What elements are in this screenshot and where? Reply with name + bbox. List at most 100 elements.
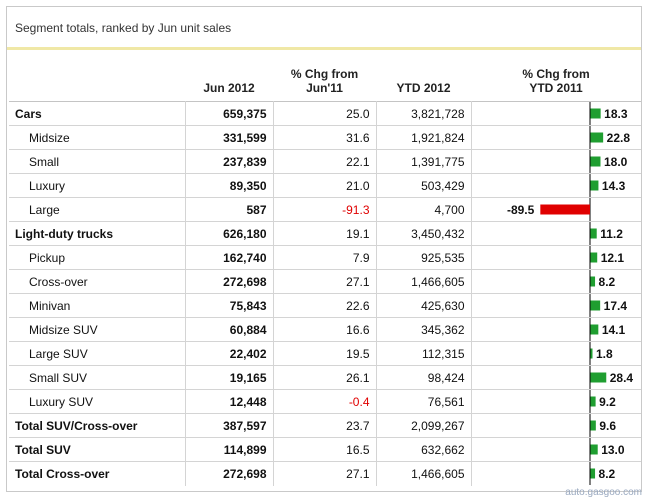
- ytd-chg-value-label: 11.2: [600, 227, 623, 241]
- table-row: Pickup 162,740 7.9 925,535 12.1: [9, 245, 641, 270]
- ytd-chg-bar-chart: 17.4: [589, 294, 627, 317]
- ytd-chg-value-label: 14.1: [601, 323, 625, 337]
- table-row: Light-duty trucks 626,180 19.1 3,450,432 11.…: [9, 221, 641, 246]
- table-row: Large 587 -91.3 4,700 -89.5: [9, 197, 641, 222]
- table-row: Large SUV 22,402 19.5 112,315 1.8: [9, 341, 641, 366]
- ytd-chg-bar: [590, 276, 595, 287]
- table-row: Cars 659,375 25.0 3,821,728 18.3: [9, 101, 641, 126]
- ytd-chg-bar: [590, 444, 598, 455]
- ytd-chg-value-label: 8.2: [598, 467, 615, 481]
- pct-chg-ytd-cell: 17.4: [471, 293, 641, 318]
- ytd-chg-bar-chart: 22.8: [589, 126, 630, 149]
- ytd-2012-value: 425,630: [376, 293, 472, 318]
- segment-table-panel: Segment totals, ranked by Jun unit sales…: [6, 6, 642, 492]
- ytd-chg-value-label: 14.3: [601, 179, 625, 193]
- segment-label: Small: [9, 149, 186, 174]
- ytd-2012-value: 1,466,605: [376, 269, 472, 294]
- table-row: Midsize SUV 60,884 16.6 345,362 14.1: [9, 317, 641, 342]
- segment-label: Pickup: [9, 245, 186, 270]
- ytd-chg-bar: [590, 108, 601, 119]
- ytd-chg-bar-chart: 18.0: [589, 150, 627, 173]
- ytd-chg-value-label: 1.8: [596, 347, 613, 361]
- ytd-2012-value: 3,821,728: [376, 101, 472, 126]
- ytd-2012-value: 98,424: [376, 365, 472, 390]
- segment-label: Small SUV: [9, 365, 186, 390]
- jun-2012-value: 114,899: [185, 437, 274, 462]
- header-jun-2012: Jun 2012: [203, 81, 255, 95]
- pct-chg-ytd-cell: 28.4: [471, 365, 641, 390]
- ytd-chg-value-label: 28.4: [609, 371, 633, 385]
- ytd-chg-value-label: 12.1: [600, 251, 624, 265]
- table-row: Luxury 89,350 21.0 503,429 14.3: [9, 173, 641, 198]
- ytd-chg-bar: [590, 420, 596, 431]
- ytd-chg-bar-chart: 11.2: [589, 222, 623, 245]
- pct-chg-jun-value: 31.6: [273, 125, 377, 150]
- pct-chg-ytd-cell: 14.3: [471, 173, 641, 198]
- ytd-2012-value: 1,921,824: [376, 125, 472, 150]
- ytd-chg-bar: [590, 180, 598, 191]
- header-pct-chg-jun: % Chg from Jun'11: [273, 53, 376, 102]
- pct-chg-jun-value: 27.1: [273, 461, 377, 486]
- ytd-chg-bar: [590, 156, 600, 167]
- table-row: Cross-over 272,698 27.1 1,466,605 8.2: [9, 269, 641, 294]
- ytd-chg-bar-chart: 8.2: [589, 270, 615, 293]
- table-row: Luxury SUV 12,448 -0.4 76,561 9.2: [9, 389, 641, 414]
- ytd-2012-value: 4,700: [376, 197, 472, 222]
- pct-chg-jun-value: 19.5: [273, 341, 377, 366]
- header-pct-chg-jun-line2: Jun'11: [306, 81, 343, 95]
- jun-2012-value: 331,599: [185, 125, 274, 150]
- ytd-2012-value: 112,315: [376, 341, 472, 366]
- pct-chg-ytd-cell: 8.2: [471, 461, 641, 486]
- header-pct-chg-jun-line1: % Chg from: [290, 67, 359, 81]
- ytd-chg-bar: [590, 396, 596, 407]
- pct-chg-ytd-cell: 18.3: [471, 101, 641, 126]
- ytd-chg-bar: [590, 324, 598, 335]
- table-row: Total SUV 114,899 16.5 632,662 13.0: [9, 437, 641, 462]
- ytd-2012-value: 1,466,605: [376, 461, 472, 486]
- jun-2012-value: 89,350: [185, 173, 274, 198]
- jun-2012-value: 626,180: [185, 221, 274, 246]
- ytd-2012-value: 1,391,775: [376, 149, 472, 174]
- ytd-chg-value-label: 9.6: [599, 419, 616, 433]
- segment-label: Midsize SUV: [9, 317, 186, 342]
- ytd-chg-bar-chart: 9.2: [589, 390, 616, 413]
- pct-chg-ytd-cell: 1.8: [471, 341, 641, 366]
- ytd-chg-bar: [539, 204, 590, 215]
- pct-chg-jun-value: 19.1: [273, 221, 377, 246]
- pct-chg-jun-value: 26.1: [273, 365, 377, 390]
- segment-label: Large: [9, 197, 186, 222]
- table-row: Total Cross-over 272,698 27.1 1,466,605 8.2: [9, 461, 641, 486]
- ytd-chg-value-label: 9.2: [599, 395, 616, 409]
- header-pct-chg-ytd-line1: % Chg from: [522, 67, 590, 81]
- pct-chg-jun-value: 16.6: [273, 317, 377, 342]
- segment-label: Minivan: [9, 293, 186, 318]
- ytd-chg-bar: [590, 468, 595, 479]
- segment-label: Light-duty trucks: [9, 221, 186, 246]
- title-divider: [7, 47, 641, 50]
- segment-label: Total SUV: [9, 437, 186, 462]
- pct-chg-jun-value: 23.7: [273, 413, 377, 438]
- jun-2012-value: 75,843: [185, 293, 274, 318]
- ytd-chg-value-label: 13.0: [601, 443, 625, 457]
- ytd-chg-bar: [590, 132, 603, 143]
- ytd-2012-value: 76,561: [376, 389, 472, 414]
- segment-label: Total Cross-over: [9, 461, 186, 486]
- segment-label: Total SUV/Cross-over: [9, 413, 186, 438]
- segment-label: Luxury SUV: [9, 389, 186, 414]
- pct-chg-jun-value: 16.5: [273, 437, 377, 462]
- jun-2012-value: 587: [185, 197, 274, 222]
- segment-label: Midsize: [9, 125, 186, 150]
- table-body: Cars 659,375 25.0 3,821,728 18.3 Midsize 331,5…: [9, 101, 641, 486]
- pct-chg-jun-value: 22.1: [273, 149, 377, 174]
- pct-chg-jun-value: -91.3: [273, 197, 377, 222]
- ytd-chg-value-label: -89.5: [506, 203, 534, 217]
- jun-2012-value: 19,165: [185, 365, 274, 390]
- ytd-chg-value-label: 18.0: [603, 155, 627, 169]
- jun-2012-value: 272,698: [185, 461, 274, 486]
- ytd-chg-value-label: 8.2: [598, 275, 615, 289]
- segment-table: Jun 2012 % Chg from Jun'11 YTD 2012 % Ch…: [9, 53, 641, 486]
- table-row: Total SUV/Cross-over 387,597 23.7 2,099,267…: [9, 413, 641, 438]
- ytd-2012-value: 345,362: [376, 317, 472, 342]
- jun-2012-value: 60,884: [185, 317, 274, 342]
- pct-chg-jun-value: 27.1: [273, 269, 377, 294]
